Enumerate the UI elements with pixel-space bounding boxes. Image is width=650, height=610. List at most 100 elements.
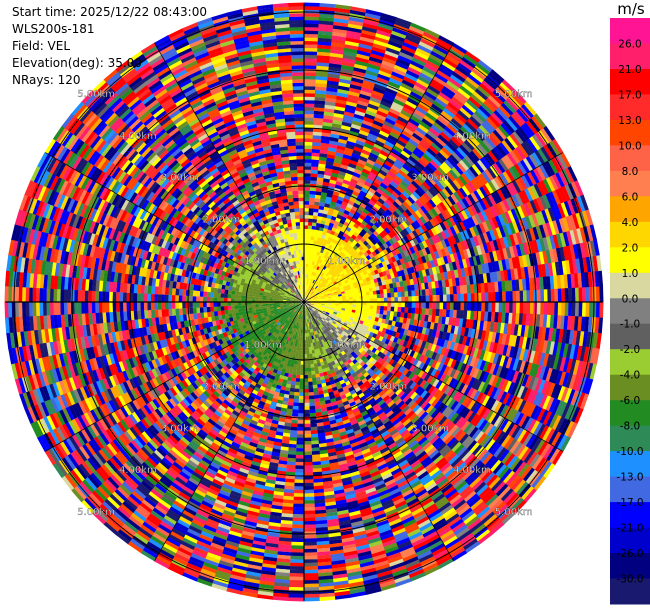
range-gate: [589, 286, 593, 303]
range-gate: [418, 295, 423, 303]
range-gate: [359, 39, 374, 47]
range-gate: [383, 310, 388, 316]
range-gate: [313, 211, 319, 217]
range-gate: [340, 124, 352, 131]
range-gate: [327, 211, 334, 216]
range-gate: [324, 221, 330, 226]
range-gate: [304, 44, 318, 49]
range-gate: [349, 127, 361, 134]
range-gate: [304, 40, 318, 45]
range-gate: [308, 395, 315, 400]
range-gate: [308, 208, 314, 212]
range-gate: [308, 256, 312, 261]
range-gate: [309, 194, 316, 199]
range-gate: [319, 3, 336, 8]
range-gate: [369, 53, 384, 61]
range-gate: [335, 99, 347, 105]
range-gate: [484, 302, 489, 312]
range-gate: [347, 200, 355, 206]
range-gate: [343, 47, 358, 54]
range-gate: [394, 306, 398, 312]
range-gate: [362, 145, 373, 153]
range-gate: [305, 291, 308, 296]
range-gate: [358, 43, 373, 50]
range-gate: [304, 86, 316, 90]
range-gate: [547, 302, 552, 316]
range-gate: [326, 157, 335, 163]
range-gate: [374, 36, 390, 44]
range-gate: [311, 370, 316, 375]
range-gate: [304, 58, 317, 63]
range-gate: [407, 290, 412, 297]
range-gate: [460, 302, 465, 311]
range-gate: [314, 96, 326, 102]
range-gate: [362, 80, 376, 87]
range-gate: [456, 293, 461, 303]
range-gate: [498, 302, 503, 313]
range-gate: [305, 288, 307, 292]
range-gate: [316, 58, 330, 64]
range-gate: [425, 308, 430, 316]
range-gate: [324, 258, 329, 263]
range-gate: [334, 105, 346, 112]
range-gate: [348, 181, 357, 188]
range-gate: [415, 296, 419, 303]
range-gate: [512, 302, 517, 314]
range-gate: [362, 168, 371, 175]
range-gate: [312, 138, 322, 143]
range-gate: [321, 260, 325, 265]
range-gate: [344, 107, 356, 114]
range-gate: [311, 152, 320, 157]
range-gate: [408, 25, 425, 36]
range-gate: [335, 102, 347, 108]
range-gate: [356, 49, 371, 57]
range-gate: [323, 206, 330, 212]
range-gate: [529, 290, 534, 303]
range-gate: [313, 121, 324, 126]
range-gate: [400, 48, 415, 58]
range-gate: [379, 16, 396, 25]
range-gate: [306, 292, 309, 296]
range-gate: [311, 271, 314, 276]
range-gate: [314, 265, 318, 270]
range-gate: [354, 143, 365, 150]
range-gate: [362, 119, 373, 127]
range-gate: [309, 190, 316, 195]
range-gate: [312, 275, 316, 280]
range-gate: [309, 285, 312, 290]
range-gate: [373, 83, 387, 91]
range-gate: [325, 196, 333, 202]
range-gate: [326, 240, 331, 245]
range-gate: [346, 101, 358, 108]
range-gate: [568, 288, 573, 303]
range-gate: [388, 107, 401, 117]
range-gate: [488, 292, 493, 303]
range-gate: [403, 38, 419, 48]
range-gate: [450, 294, 454, 303]
range-gate: [356, 181, 365, 188]
range-gate: [404, 72, 419, 82]
range-gate: [342, 304, 346, 307]
range-gate: [345, 104, 357, 111]
range-gate: [453, 302, 458, 311]
range-gate: [352, 70, 366, 77]
range-gate: [347, 23, 363, 30]
range-gate: [313, 264, 316, 269]
range-gate: [305, 270, 308, 275]
range-gate: [346, 203, 354, 209]
range-gate: [383, 288, 388, 294]
range-gate: [561, 288, 566, 303]
range-gate: [308, 385, 314, 390]
range-gate: [304, 75, 317, 80]
range-gate: [578, 287, 583, 303]
range-gate: [307, 288, 310, 293]
range-gate: [308, 204, 315, 209]
range-gate: [311, 443, 320, 449]
range-gate: [387, 306, 392, 312]
range-gate: [377, 133, 388, 141]
range-gate: [305, 267, 308, 271]
range-gate: [338, 78, 352, 85]
range-gate: [333, 21, 349, 28]
range-gate: [323, 178, 331, 183]
